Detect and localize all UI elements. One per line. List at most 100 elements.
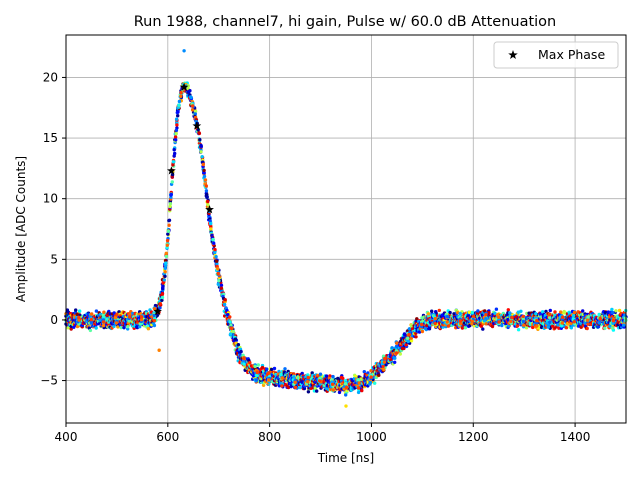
sample-point — [90, 312, 94, 316]
sample-point — [524, 326, 529, 330]
sample-point — [280, 384, 284, 388]
sample-point — [101, 323, 106, 328]
x-tick-label: 400 — [55, 430, 78, 444]
sample-point — [152, 313, 156, 318]
sample-point — [114, 321, 119, 325]
sample-point — [382, 360, 387, 364]
sample-point — [176, 114, 180, 118]
sample-point — [201, 162, 205, 167]
sample-point — [357, 378, 361, 382]
sample-point — [531, 325, 535, 330]
legend: Max Phase — [493, 41, 619, 69]
sample-point — [161, 287, 165, 291]
sample-point — [522, 323, 526, 327]
sample-point — [383, 356, 387, 361]
sample-point — [176, 110, 180, 114]
sample-point — [172, 154, 176, 158]
sample-point — [160, 295, 165, 300]
sample-point — [407, 327, 411, 331]
sample-point — [377, 373, 381, 377]
sample-point — [433, 321, 437, 326]
sample-point — [209, 227, 213, 231]
sample-point — [75, 324, 80, 329]
sample-point — [128, 315, 132, 319]
sample-point — [548, 315, 552, 320]
sample-point — [420, 329, 425, 334]
sample-point — [572, 320, 576, 324]
sample-point — [445, 320, 449, 324]
sample-point — [324, 374, 329, 378]
sample-point — [177, 99, 182, 104]
sample-point — [368, 380, 373, 385]
sample-point — [101, 320, 106, 324]
sample-point — [406, 336, 410, 341]
sample-point — [484, 313, 488, 317]
sample-point — [164, 251, 168, 255]
sample-point — [170, 180, 174, 184]
sample-point — [174, 132, 178, 136]
legend-box — [493, 41, 619, 69]
sample-point — [94, 326, 98, 330]
sample-point — [497, 320, 501, 324]
sample-point — [186, 86, 190, 91]
sample-point — [293, 385, 298, 390]
sample-point — [216, 267, 220, 271]
sample-point — [298, 385, 302, 390]
sample-point — [569, 326, 574, 330]
sample-point — [126, 324, 130, 329]
sample-point — [415, 317, 419, 321]
sample-point — [610, 307, 614, 312]
max-phase-star — [179, 82, 189, 91]
sample-point — [423, 326, 428, 331]
sample-point — [193, 109, 198, 114]
sample-point — [571, 313, 576, 318]
sample-point — [318, 379, 322, 383]
sample-point — [357, 381, 361, 385]
sample-point — [115, 312, 119, 317]
sample-point — [228, 332, 233, 336]
sample-point — [476, 309, 480, 313]
sample-point — [89, 320, 94, 325]
sample-point — [515, 324, 520, 328]
sample-point — [117, 310, 121, 314]
sample-point — [614, 309, 618, 313]
sample-point — [203, 178, 208, 182]
sample-point — [343, 382, 348, 386]
sample-point — [175, 123, 179, 127]
sample-point — [168, 202, 173, 206]
sample-point — [204, 189, 209, 193]
sample-point — [403, 333, 407, 337]
sample-point — [152, 323, 157, 328]
sample-point — [306, 375, 310, 380]
y-tick-label: 10 — [43, 192, 58, 206]
sample-point — [177, 103, 181, 107]
sample-point — [214, 255, 218, 259]
sample-point — [254, 378, 259, 382]
sample-point — [66, 326, 70, 330]
sample-point — [581, 309, 585, 313]
sample-point — [470, 310, 475, 315]
outlier-point — [157, 348, 161, 352]
sample-point — [506, 308, 510, 312]
sample-point — [139, 315, 144, 319]
sample-point — [116, 325, 120, 329]
sample-point — [202, 171, 206, 175]
sample-point — [393, 360, 397, 364]
sample-point — [472, 314, 476, 319]
sample-point — [437, 308, 441, 313]
sample-point — [566, 322, 570, 326]
sample-point — [446, 324, 451, 328]
sample-point — [420, 322, 424, 327]
sample-point — [362, 370, 366, 374]
sample-point — [356, 386, 361, 390]
sample-point — [586, 322, 590, 326]
sample-point — [239, 349, 243, 354]
sample-point — [219, 286, 224, 290]
data-points — [64, 49, 628, 408]
sample-point — [267, 378, 271, 382]
sample-point — [112, 311, 116, 315]
sample-point — [205, 195, 209, 199]
sample-point — [414, 335, 418, 339]
y-axis-ticks: −5 0 5 10 15 20 — [40, 70, 66, 388]
